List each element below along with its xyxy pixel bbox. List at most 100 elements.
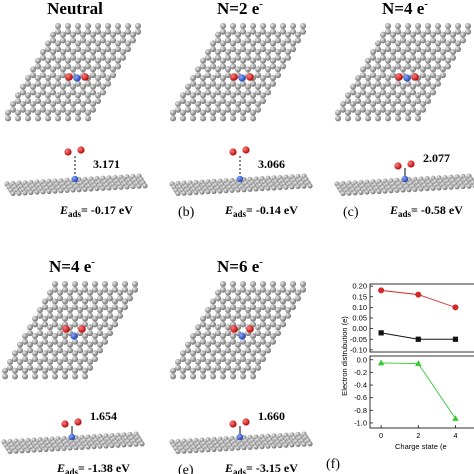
atom <box>220 338 226 345</box>
side-atom <box>67 445 73 451</box>
atom <box>240 80 246 87</box>
atom <box>125 23 131 29</box>
atom <box>32 356 38 363</box>
atom <box>400 54 406 61</box>
atom <box>270 321 276 328</box>
atom <box>395 80 401 87</box>
title-sup: - <box>259 0 263 10</box>
atom <box>75 115 81 122</box>
atom <box>250 92 256 99</box>
energy-value: = -0.14 eV <box>246 203 298 217</box>
data-point <box>378 330 384 336</box>
graphene-top-view <box>170 281 306 380</box>
atom <box>25 80 31 87</box>
energy-sub: ads <box>65 467 79 474</box>
atom <box>390 31 396 38</box>
atom <box>410 31 416 38</box>
atom <box>45 46 51 53</box>
atom <box>85 115 91 122</box>
atom <box>200 338 206 345</box>
energy-value: = -1.38 eV <box>78 461 130 474</box>
atom <box>415 46 421 53</box>
atom <box>185 83 191 90</box>
atom <box>27 330 33 337</box>
atom <box>50 89 56 96</box>
atom <box>275 72 281 79</box>
atom <box>42 373 48 380</box>
atom <box>245 295 251 302</box>
side-atom <box>307 183 313 189</box>
atom <box>270 57 276 64</box>
atom <box>235 358 241 365</box>
side-atom <box>424 185 430 192</box>
atom <box>260 304 266 311</box>
atom <box>245 37 251 44</box>
atom <box>350 89 356 96</box>
atom <box>100 48 106 55</box>
atom <box>85 92 91 99</box>
atom <box>420 83 426 90</box>
atom <box>415 115 421 122</box>
atom <box>190 109 196 116</box>
title-main: N=2 e <box>217 0 260 18</box>
atom <box>65 46 71 53</box>
atom <box>95 28 101 35</box>
atom <box>415 92 421 99</box>
atom <box>240 40 246 47</box>
side-atom <box>73 445 79 451</box>
atom <box>385 46 391 53</box>
atom <box>210 57 216 64</box>
atom <box>230 40 236 47</box>
atom <box>195 100 201 107</box>
atom <box>200 57 206 64</box>
atom <box>265 31 271 38</box>
atom <box>95 40 101 47</box>
atom <box>195 106 201 113</box>
atom <box>365 74 371 81</box>
atom <box>97 306 103 313</box>
atom <box>85 98 91 105</box>
atom <box>195 324 201 331</box>
atom <box>97 289 103 296</box>
atom <box>245 341 251 348</box>
atom <box>57 341 63 348</box>
atom <box>255 358 261 365</box>
atom <box>82 367 88 374</box>
atom <box>380 89 386 96</box>
atom <box>365 57 371 64</box>
atom <box>97 312 103 319</box>
atom <box>420 106 426 113</box>
side-atom <box>388 188 394 194</box>
atom <box>235 106 241 113</box>
atom <box>420 31 426 38</box>
atom <box>90 31 96 38</box>
side-atom <box>76 187 82 193</box>
atom <box>250 356 256 363</box>
atom <box>270 40 276 47</box>
side-atom <box>130 183 136 190</box>
atom <box>245 31 251 38</box>
atom <box>135 28 141 35</box>
atom <box>102 281 108 287</box>
atom <box>215 306 221 313</box>
atom <box>265 66 271 73</box>
title-main: N=4 e <box>49 257 92 276</box>
atom <box>45 74 51 81</box>
atom <box>385 23 391 29</box>
atom <box>255 364 261 371</box>
atom <box>100 89 106 96</box>
atom <box>435 74 441 81</box>
distance-label: 1.660 <box>258 409 285 423</box>
atom <box>450 37 456 44</box>
atom <box>220 28 226 35</box>
side-atom <box>10 190 16 197</box>
atom <box>82 373 88 380</box>
atom <box>270 332 276 339</box>
atom <box>295 31 301 38</box>
atom <box>185 100 191 107</box>
atom <box>210 74 216 81</box>
atom <box>455 28 461 35</box>
atom <box>195 83 201 90</box>
side-atom <box>91 443 97 450</box>
atom <box>42 356 48 363</box>
